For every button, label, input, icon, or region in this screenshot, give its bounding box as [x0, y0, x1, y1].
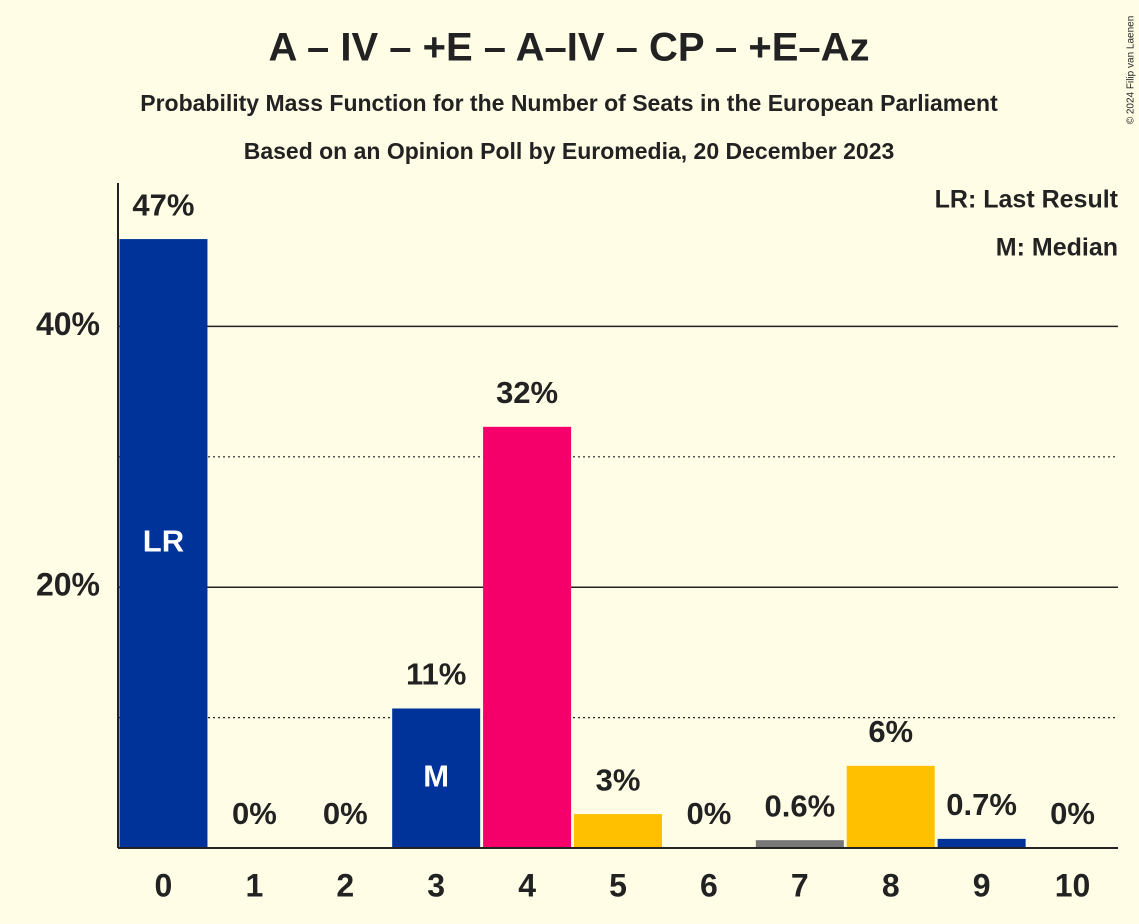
bar [483, 426, 572, 848]
x-tick-label: 3 [427, 867, 445, 903]
chart-subtitle: Based on an Opinion Poll by Euromedia, 2… [244, 138, 895, 164]
y-tick-label: 20% [36, 567, 100, 603]
value-label: 47% [132, 187, 194, 222]
value-label: 0.7% [946, 787, 1017, 822]
y-tick-label: 40% [36, 306, 100, 342]
x-tick-label: 8 [882, 867, 900, 903]
bar [937, 838, 1026, 848]
bar-annotation: LR [143, 524, 184, 559]
legend-entry: LR: Last Result [935, 186, 1119, 214]
chart-subtitle: Probability Mass Function for the Number… [140, 90, 998, 116]
value-label: 0% [687, 796, 732, 831]
bar [574, 814, 662, 848]
bar [392, 708, 481, 848]
value-label: 0% [323, 796, 368, 831]
x-tick-label: 2 [336, 867, 354, 903]
x-tick-label: 9 [973, 867, 991, 903]
value-label: 32% [496, 375, 558, 410]
bar-annotation: M [423, 758, 449, 793]
legend-entry: M: Median [996, 234, 1118, 262]
value-label: 0.6% [764, 788, 835, 823]
value-label: 0% [232, 796, 277, 831]
x-tick-label: 1 [245, 867, 263, 903]
value-label: 3% [596, 762, 641, 797]
value-label: 6% [868, 714, 913, 749]
x-tick-label: 6 [700, 867, 718, 903]
chart-title: A – IV – +E – A–IV – CP – +E–Az [268, 26, 869, 70]
value-label: 11% [406, 657, 466, 692]
x-tick-label: 10 [1055, 867, 1091, 903]
x-tick-label: 0 [155, 867, 173, 903]
bar [755, 840, 844, 848]
value-label: 0% [1050, 796, 1095, 831]
bar [846, 765, 935, 848]
x-tick-label: 4 [518, 867, 536, 903]
x-tick-label: 7 [791, 867, 809, 903]
bar [119, 239, 208, 849]
x-tick-label: 5 [609, 867, 627, 903]
copyright: © 2024 Filip van Laenen [1126, 16, 1137, 125]
